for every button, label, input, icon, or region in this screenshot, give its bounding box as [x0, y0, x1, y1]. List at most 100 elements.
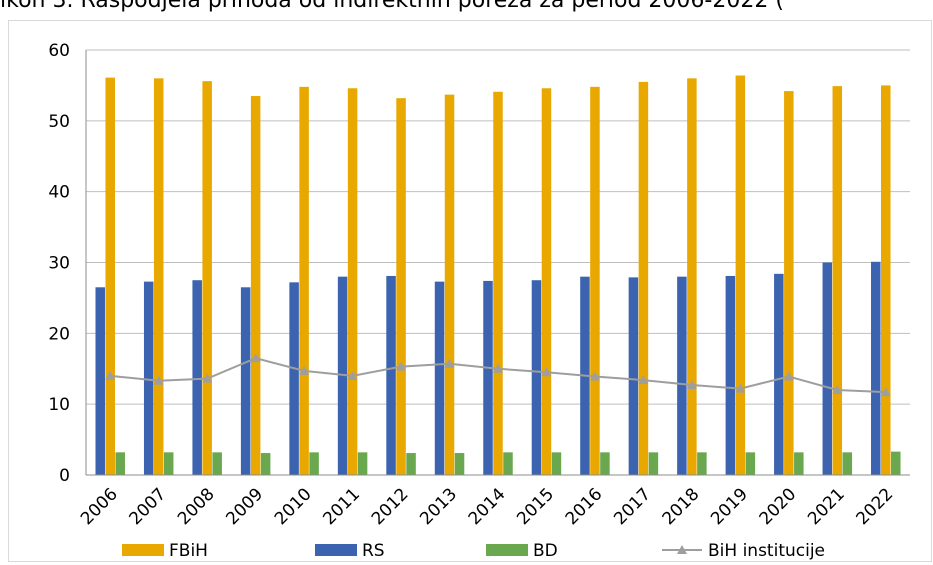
x-tick-label: 2006: [77, 484, 122, 529]
x-tick-label: 2016: [562, 484, 607, 529]
bar-rs-2019: [725, 275, 736, 475]
bih-marker-2010: [299, 365, 310, 375]
bar-rs-2015: [531, 280, 542, 475]
x-tick-label: 2019: [707, 484, 752, 529]
bih-marker-2018: [686, 380, 697, 390]
bar-rs-2017: [628, 277, 639, 475]
legend-label-bd: BD: [533, 541, 558, 561]
bar-fbih-2010: [299, 86, 309, 475]
x-tick-label: 2021: [804, 484, 849, 529]
bih-marker-2019: [735, 383, 746, 393]
bars: [86, 75, 910, 476]
bih-marker-2021: [832, 385, 843, 394]
bih-marker-2014: [493, 363, 503, 373]
bar-rs-2014: [483, 280, 493, 475]
bar-fbih-2022: [881, 85, 891, 476]
x-tick-label: 2018: [659, 484, 704, 529]
legend: FBiH RS BD BiH institucije: [122, 541, 825, 561]
y-tick-label: 60: [48, 41, 70, 61]
bih-marker-2011: [347, 370, 358, 380]
x-tick-label: 2012: [368, 484, 413, 529]
bar-bd-2012: [406, 453, 416, 475]
bar-bd-2008: [212, 452, 222, 475]
bar-bd-2018: [697, 452, 707, 475]
x-tick-label: 2007: [126, 484, 171, 529]
y-tick-label: 50: [48, 112, 70, 132]
bar-rs-2011: [337, 276, 348, 475]
bar-rs-2022: [871, 261, 881, 475]
y-axis: 0 10 20 30 40 50 60: [48, 41, 87, 486]
bih-marker-2020: [783, 371, 794, 381]
y-tick-label: 40: [48, 183, 70, 203]
bar-bd-2006: [115, 452, 125, 475]
bar-bd-2007: [163, 452, 174, 475]
chart-frame: [8, 20, 932, 562]
bar-fbih-2020: [784, 91, 794, 475]
legend-swatch-fbih: [122, 544, 164, 556]
x-axis: 2006 2007 2008 2009 2010 2011 2012 2013 2014 2015…: [77, 484, 897, 529]
bih-marker-2012: [396, 361, 407, 371]
legend-label-bih-institucije: BiH institucije: [708, 541, 825, 561]
x-tick-label: 2013: [416, 484, 461, 529]
bar-rs-2010: [289, 282, 299, 475]
bar-rs-2021: [822, 262, 833, 475]
bar-rs-2020: [774, 273, 784, 475]
bar-fbih-2009: [250, 96, 261, 476]
bar-rs-2009: [240, 287, 251, 475]
bar-bd-2015: [551, 452, 562, 475]
legend-label-fbih: FBiH: [169, 541, 208, 561]
bar-fbih-2008: [202, 81, 212, 476]
bar-fbih-2015: [541, 88, 552, 475]
bar-rs-2006: [95, 287, 105, 475]
bih-marker-2017: [638, 375, 649, 385]
bar-fbih-2021: [832, 86, 843, 475]
bar-bd-2017: [648, 452, 659, 475]
bar-rs-2013: [434, 281, 445, 475]
bar-fbih-2012: [396, 98, 406, 476]
bar-bd-2020: [794, 452, 804, 475]
bih-marker-2008: [202, 373, 213, 383]
bih-marker-2022: [880, 387, 891, 397]
bih-line: [105, 353, 891, 397]
bar-fbih-2011: [347, 88, 358, 475]
x-tick-label: 2017: [610, 484, 655, 529]
x-tick-label: 2010: [271, 484, 316, 529]
y-tick-label: 0: [59, 466, 70, 486]
bar-bd-2016: [600, 452, 610, 475]
bih-marker-2007: [153, 375, 164, 385]
legend-marker-bih-institucije: [677, 545, 687, 554]
bih-marker-2016: [589, 371, 600, 381]
x-tick-label: 2015: [513, 484, 558, 529]
bar-bd-2013: [454, 453, 465, 475]
bar-fbih-2019: [735, 75, 746, 475]
bar-fbih-2014: [493, 91, 503, 476]
bar-fbih-2006: [105, 77, 115, 475]
bar-bd-2021: [842, 452, 853, 475]
figure-caption: ikon 3. Raspodjela prihoda od indirektni…: [0, 0, 784, 13]
legend-label-rs: RS: [362, 541, 385, 561]
bar-bd-2014: [503, 452, 513, 475]
x-tick-label: 2022: [853, 484, 898, 529]
y-tick-label: 30: [48, 254, 70, 274]
legend-swatch-bd: [486, 544, 528, 556]
bar-fbih-2018: [687, 78, 697, 475]
x-tick-label: 2020: [756, 484, 801, 529]
bar-fbih-2016: [590, 86, 600, 475]
bar-rs-2012: [386, 275, 396, 475]
bar-bd-2011: [357, 452, 368, 475]
bar-fbih-2013: [444, 94, 455, 475]
bar-bd-2022: [891, 451, 901, 475]
bar-rs-2007: [143, 281, 154, 475]
bar-rs-2008: [192, 280, 202, 475]
bar-bd-2009: [260, 453, 271, 475]
bih-marker-2006: [105, 370, 116, 380]
bar-bd-2010: [309, 452, 319, 475]
x-tick-label: 2008: [174, 484, 219, 529]
bar-fbih-2017: [638, 81, 649, 475]
x-tick-label: 2009: [222, 484, 267, 529]
legend-swatch-rs: [315, 544, 357, 556]
bih-marker-2013: [444, 358, 455, 368]
bar-bd-2019: [745, 452, 756, 475]
bih-marker-2009: [250, 353, 261, 363]
